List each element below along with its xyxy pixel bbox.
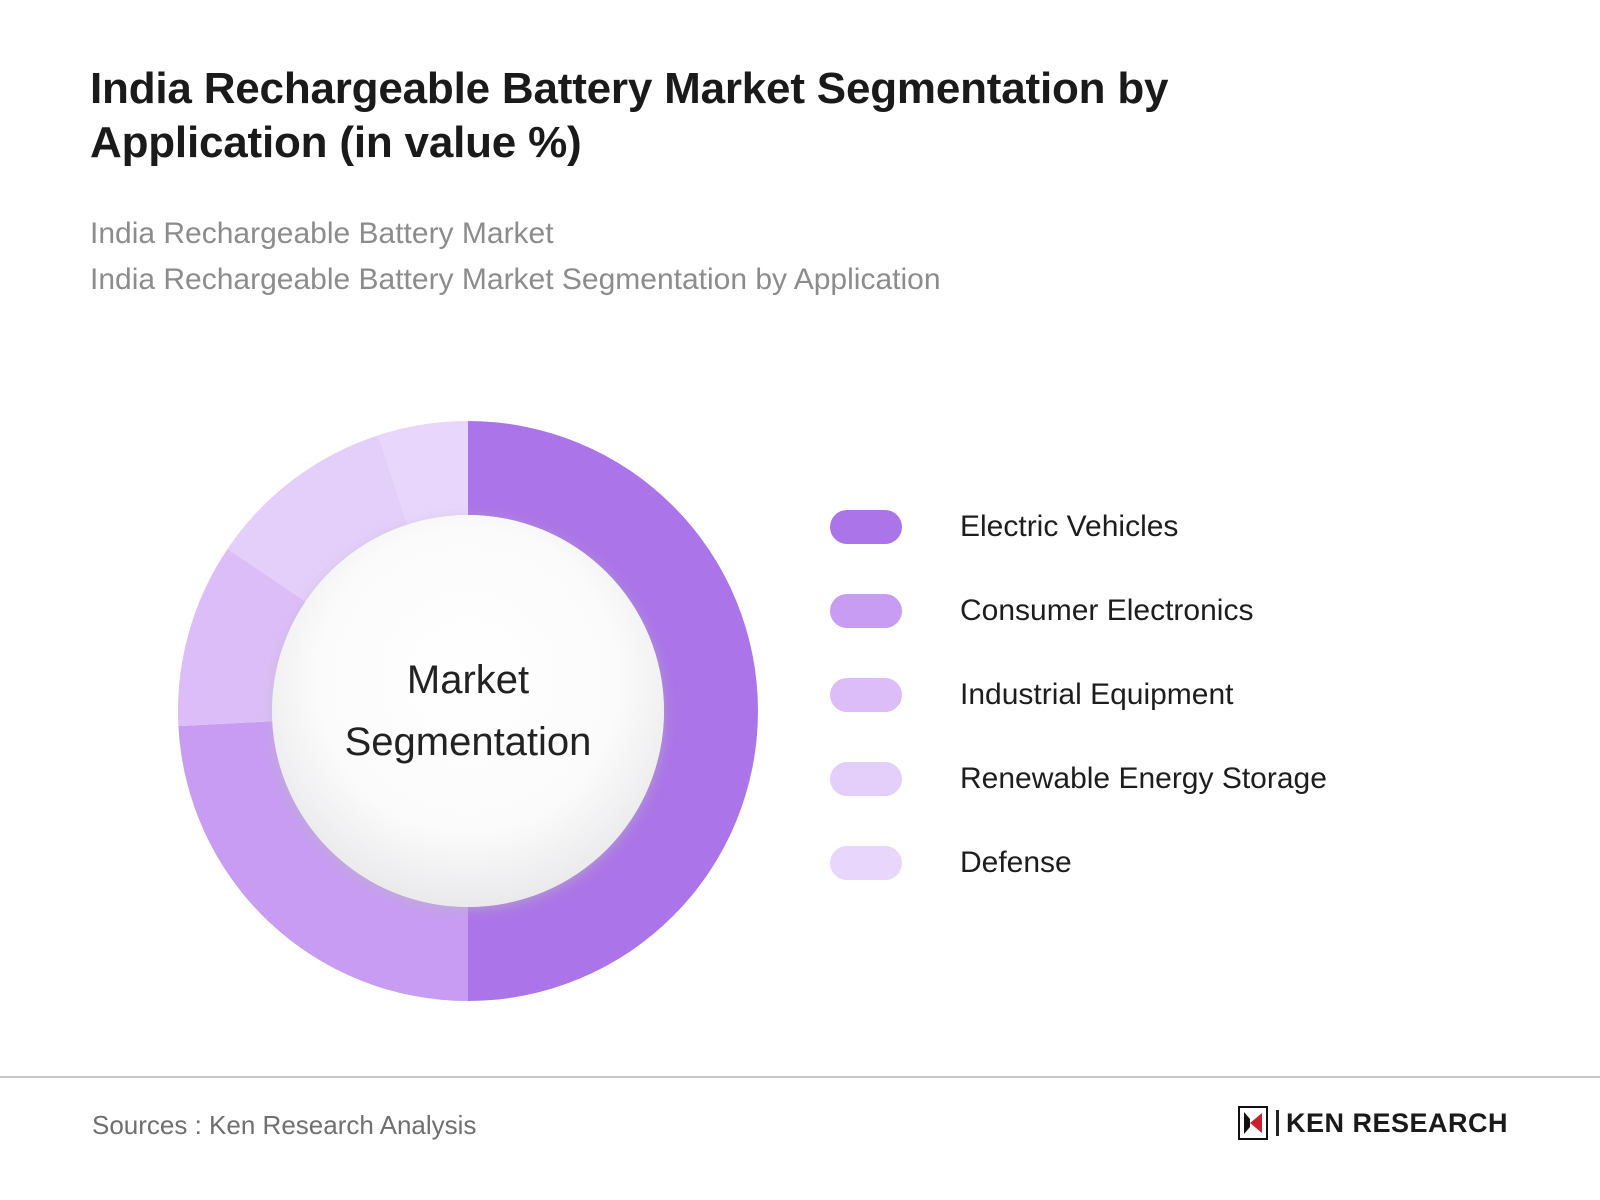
donut-svg: Electric Vehicles 50%Consumer Electronic…: [178, 421, 758, 1001]
page-title: India Rechargeable Battery Market Segmen…: [90, 64, 1169, 167]
subtitle-block: India Rechargeable Battery Market India …: [90, 211, 1390, 302]
donut-chart: Electric Vehicles 50%Consumer Electronic…: [163, 406, 773, 1016]
donut-slice[interactable]: Renewable Energy Storage 11%: [227, 435, 408, 602]
donut-slice[interactable]: Electric Vehicles 50%: [468, 421, 758, 1001]
k-shield-logo-icon: [1237, 1106, 1268, 1140]
subtitle-market: India Rechargeable Battery Market: [90, 217, 554, 251]
donut-slice[interactable]: Consumer Electronics 24%: [178, 721, 468, 1001]
donut-slice-layer: Electric Vehicles 50%Consumer Electronic…: [178, 421, 758, 1001]
legend-item-label: Electric Vehicles: [960, 510, 1179, 543]
legend-swatch-icon: [830, 510, 902, 544]
legend-item[interactable]: Renewable Energy Storage: [830, 737, 1530, 821]
legend-swatch-icon: [830, 762, 902, 796]
legend-item-label: Consumer Electronics: [960, 594, 1254, 627]
chart-area: Electric Vehicles 50%Consumer Electronic…: [0, 400, 1600, 1040]
donut-hole: [272, 515, 664, 907]
legend-item-label: Defense: [960, 846, 1072, 879]
legend-swatch-icon: [830, 678, 902, 712]
legend-item-label: Renewable Energy Storage: [960, 762, 1327, 795]
legend-item[interactable]: Industrial Equipment: [830, 653, 1530, 737]
donut-slice[interactable]: Defense 5%: [378, 421, 468, 525]
sources-text: Sources : Ken Research Analysis: [92, 1110, 477, 1140]
subtitle-segmentation: India Rechargeable Battery Market Segmen…: [90, 262, 941, 296]
brand-logo: KEN RESEARCH: [1237, 1106, 1508, 1140]
legend-item[interactable]: Defense: [830, 821, 1530, 905]
legend-item[interactable]: Consumer Electronics: [830, 569, 1530, 653]
footer-divider: [0, 1076, 1600, 1078]
brand-name: KEN RESEARCH: [1285, 1107, 1508, 1138]
footer: Sources : Ken Research Analysis KEN RESE…: [0, 1078, 1600, 1200]
header: India Rechargeable Battery Market Segmen…: [90, 62, 1390, 303]
legend-item[interactable]: Electric Vehicles: [830, 485, 1530, 569]
legend-swatch-icon: [830, 594, 902, 628]
legend-item-label: Industrial Equipment: [960, 678, 1234, 711]
donut-slice[interactable]: Industrial Equipment 10%: [178, 548, 306, 727]
chart-legend: Electric Vehicles Consumer Electronics Ind…: [830, 485, 1530, 905]
brand-divider: [1275, 1110, 1279, 1136]
legend-swatch-icon: [830, 846, 902, 880]
